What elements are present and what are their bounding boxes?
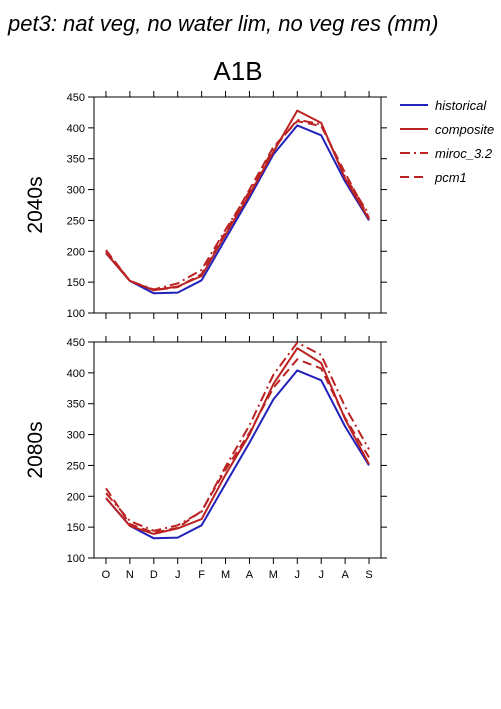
ylabel-2040s: 2040s: [24, 176, 47, 233]
scenario-title: A1B: [213, 56, 262, 86]
series-line-composite-2040s: [105, 109, 370, 292]
y-axis-2040s: 100 150 200 250 300 350 400 450: [67, 92, 387, 320]
panel-2080s: 2080s 100 150 200 250 300 350 400 450 O N D J F M A M J…: [24, 336, 387, 581]
series-line-miroc-3-2-2080s: [105, 341, 370, 532]
x-tick-label-11: S: [365, 569, 372, 581]
x-tick-label-5: M: [221, 569, 230, 581]
x-tick-label-3: J: [175, 569, 181, 581]
series-line-pcm1-2080s: [105, 358, 370, 534]
y-tick-label-2040s-100: 100: [67, 308, 85, 320]
series-line-miroc-3-2-2040s: [105, 118, 370, 291]
y-tick-label-2040s-250: 250: [67, 215, 85, 227]
y-tick-label-2080s-300: 300: [67, 430, 85, 442]
series-group-2040s: [105, 109, 370, 295]
x-tick-label-10: A: [341, 569, 349, 581]
plot-frame-2080s: [93, 341, 382, 559]
y-tick-label-2040s-350: 350: [67, 154, 85, 166]
y-tick-label-2040s-200: 200: [67, 246, 85, 258]
page-title: pet3: nat veg, no water lim, no veg res …: [7, 11, 438, 36]
x-tick-label-2: D: [150, 569, 158, 581]
y-tick-label-2080s-100: 100: [67, 553, 85, 565]
y-tick-label-2040s-400: 400: [67, 123, 85, 135]
x-tick-label-6: A: [246, 569, 254, 581]
x-tick-label-9: J: [318, 569, 324, 581]
series-group-2080s: [105, 341, 370, 540]
y-tick-label-2040s-450: 450: [67, 92, 85, 104]
legend: historical composite miroc_3.2 pcm1: [400, 98, 494, 185]
series-line-historical-2040s: [105, 124, 370, 295]
legend-label-pcm1: pcm1: [434, 170, 467, 185]
y-tick-label-2080s-250: 250: [67, 460, 85, 472]
x-tick-label-0: O: [102, 569, 111, 581]
series-line-pcm1-2040s: [105, 120, 370, 292]
x-axis-2040s: [105, 91, 370, 319]
y-tick-label-2040s-150: 150: [67, 277, 85, 289]
series-line-composite-2080s: [105, 347, 370, 535]
x-tick-label-4: F: [198, 569, 205, 581]
series-line-historical-2080s: [105, 369, 370, 540]
x-tick-label-1: N: [126, 569, 134, 581]
y-tick-label-2080s-200: 200: [67, 491, 85, 503]
y-tick-label-2080s-350: 350: [67, 399, 85, 411]
y-axis-2080s: 100 150 200 250 300 350 400 450: [67, 337, 387, 565]
legend-label-historical: historical: [435, 98, 487, 113]
y-tick-label-2080s-400: 400: [67, 368, 85, 380]
x-tick-label-7: M: [269, 569, 278, 581]
y-tick-label-2080s-150: 150: [67, 522, 85, 534]
legend-label-composite: composite: [435, 122, 494, 137]
plot-frame-2040s: [93, 96, 382, 314]
ylabel-2080s: 2080s: [24, 421, 47, 478]
y-tick-label-2040s-300: 300: [67, 185, 85, 197]
x-tick-label-8: J: [295, 569, 301, 581]
legend-label-miroc-3-2: miroc_3.2: [435, 146, 493, 161]
x-axis-2080s: [105, 336, 370, 564]
panel-2040s: 2040s 100 150 200 250 300 350 400 450: [24, 91, 387, 320]
y-tick-label-2080s-450: 450: [67, 337, 85, 349]
